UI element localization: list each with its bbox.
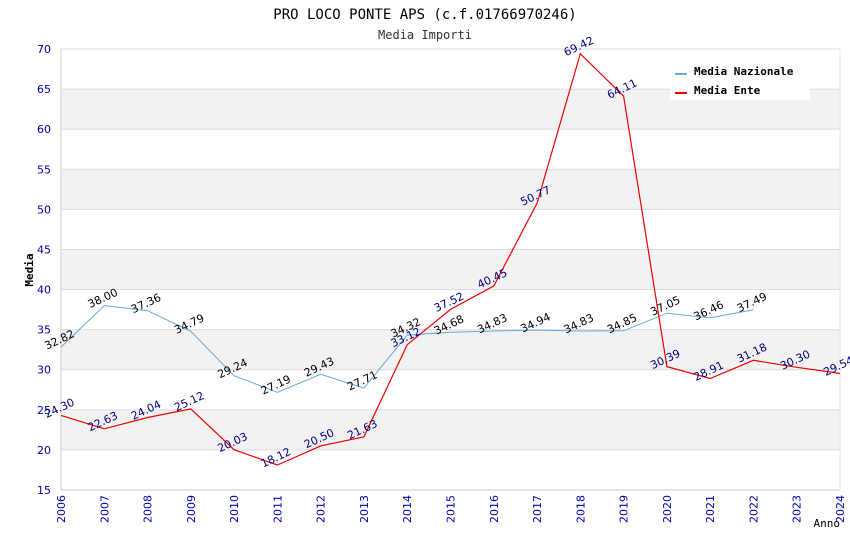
y-axis-label: Media: [23, 253, 36, 286]
y-tick-label: 30: [37, 364, 51, 377]
data-label-media-nazionale: 27.19: [259, 373, 293, 398]
x-tick-label: 2023: [791, 495, 804, 523]
y-tick-label: 35: [37, 324, 51, 337]
y-tick-label: 55: [37, 163, 51, 176]
grid-band: [61, 409, 840, 450]
y-tick-label: 65: [37, 83, 51, 96]
y-tick-label: 50: [37, 203, 51, 216]
data-label-media-nazionale: 37.36: [129, 291, 163, 316]
x-tick-label: 2015: [445, 495, 458, 523]
x-tick-label: 2016: [488, 495, 501, 523]
grid-band: [61, 249, 840, 290]
x-tick-label: 2014: [401, 495, 414, 523]
data-label-media-nazionale: 37.49: [735, 290, 769, 315]
data-label-media-nazionale: 36.46: [692, 298, 726, 323]
y-tick-label: 40: [37, 284, 51, 297]
data-label-media-ente: 69.42: [562, 34, 596, 59]
x-tick-label: 2009: [185, 495, 198, 523]
legend-label-media-nazionale: Media Nazionale: [694, 65, 794, 78]
y-tick-label: 60: [37, 123, 51, 136]
series-line-media-nazionale: [60, 305, 754, 393]
chart-title: PRO LOCO PONTE APS (c.f.01766970246): [273, 7, 576, 23]
x-tick-label: 2022: [747, 495, 760, 523]
x-tick-label: 2013: [358, 495, 371, 523]
x-tick-label: 2020: [661, 495, 674, 523]
x-tick-label: 2017: [531, 495, 544, 523]
y-tick-label: 20: [37, 444, 51, 457]
x-tick-label: 2007: [98, 495, 111, 523]
y-tick-label: 15: [37, 484, 51, 497]
x-tick-label: 2008: [142, 495, 155, 523]
chart-subtitle: Media Importi: [378, 28, 472, 42]
y-tick-label: 70: [37, 43, 51, 56]
x-tick-label: 2011: [271, 495, 284, 523]
x-tick-label: 2019: [618, 495, 631, 523]
y-tick-label: 45: [37, 243, 51, 256]
y-tick-label: 25: [37, 404, 51, 417]
data-label-media-nazionale: 27.71: [345, 368, 379, 393]
legend-box: [670, 62, 810, 100]
x-tick-label: 2018: [574, 495, 587, 523]
series-line-media-ente: [60, 52, 841, 466]
legend-label-media-ente: Media Ente: [694, 84, 761, 97]
x-axis-label: Anno: [814, 517, 841, 530]
grid-band: [61, 329, 840, 370]
x-tick-label: 2006: [55, 495, 68, 523]
x-tick-label: 2010: [228, 495, 241, 523]
x-tick-label: 2012: [315, 495, 328, 523]
x-tick-label: 2024: [834, 495, 847, 523]
grid-band: [61, 169, 840, 210]
legend: Media Nazionale Media Ente: [670, 62, 810, 100]
x-tick-label: 2021: [704, 495, 717, 523]
